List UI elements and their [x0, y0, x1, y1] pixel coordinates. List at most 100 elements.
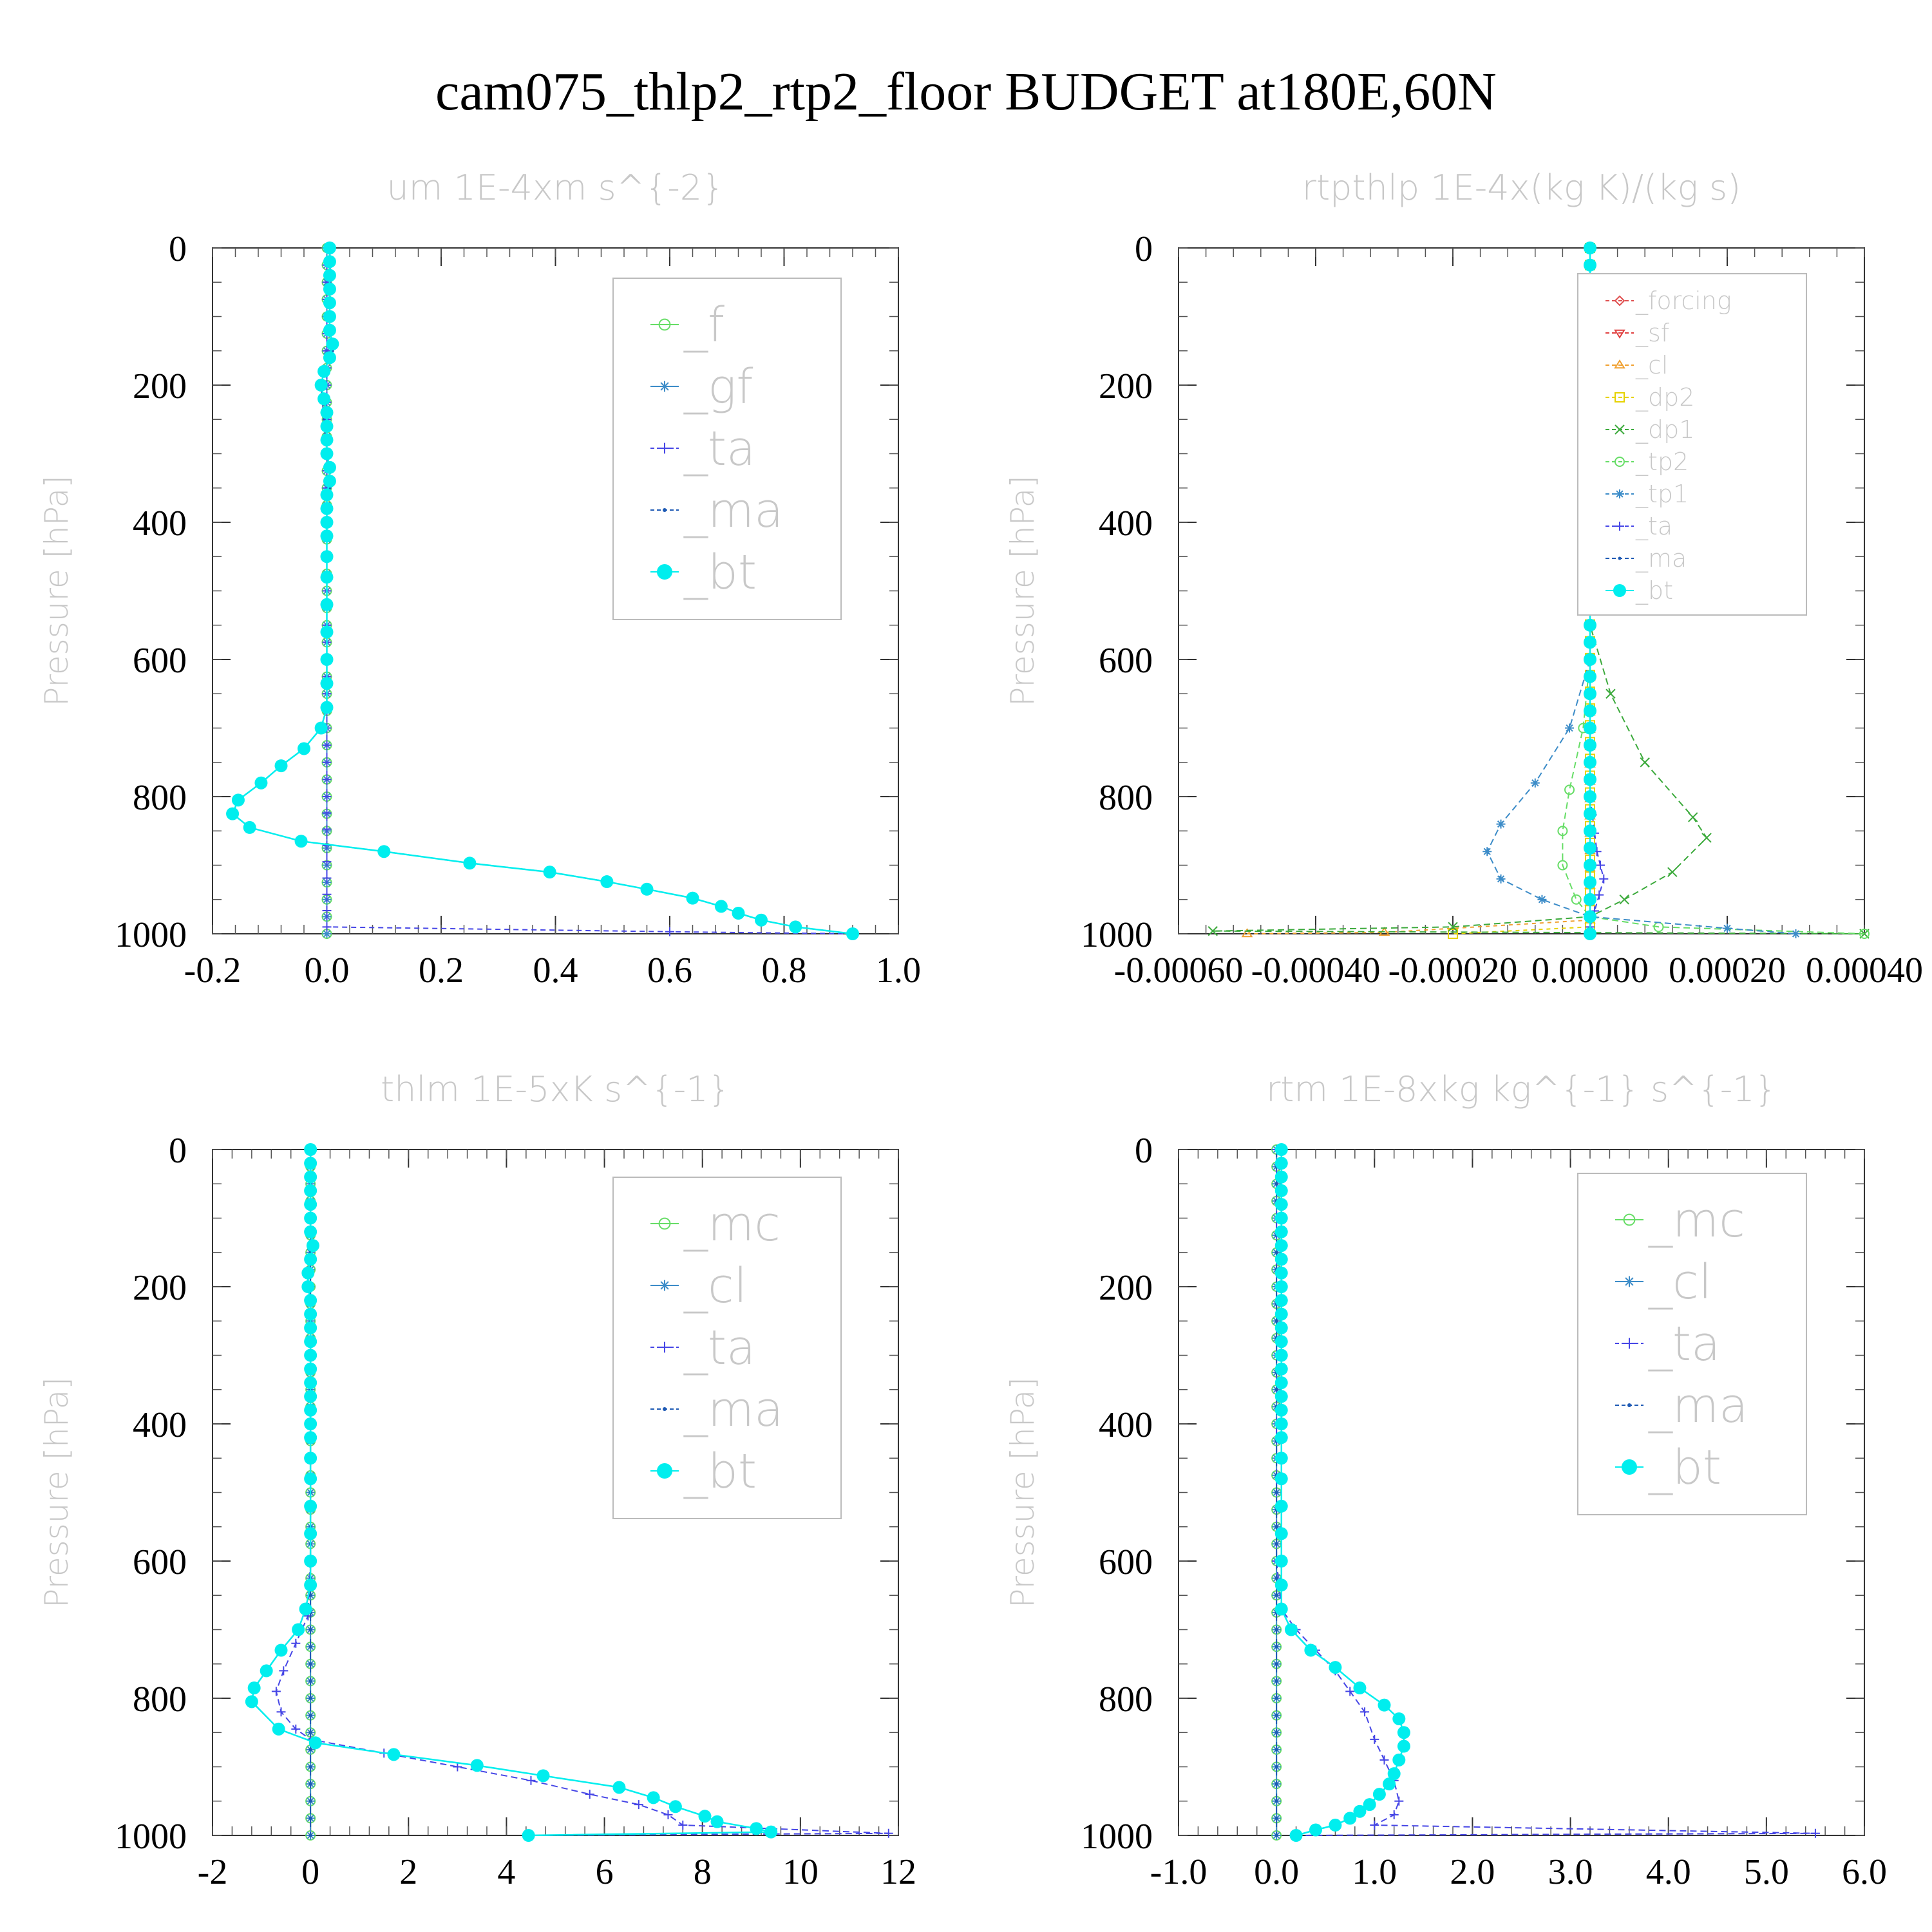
data-point	[710, 1815, 724, 1828]
data-point	[1619, 895, 1629, 905]
data-point	[320, 406, 334, 419]
data-point	[1584, 841, 1596, 855]
data-point	[732, 907, 745, 920]
data-point	[304, 1294, 317, 1307]
data-point	[698, 1810, 712, 1823]
legend-label: _ma	[683, 483, 783, 538]
data-point	[279, 1666, 289, 1676]
data-point	[663, 1810, 673, 1820]
data-point	[1667, 867, 1678, 877]
data-point	[294, 835, 308, 848]
data-point	[308, 1748, 312, 1752]
data-point	[1345, 1687, 1355, 1696]
panel-1: um 1E-4xm s^{-2} Pressure [hPa] -0.2 0.0 0.2…	[38, 167, 921, 990]
data-point	[320, 701, 334, 714]
data-point	[323, 282, 336, 296]
data-point	[453, 1762, 462, 1772]
data-point	[1274, 1645, 1278, 1649]
data-point	[1584, 721, 1596, 735]
data-point	[1274, 1157, 1288, 1170]
y-tick-label: 200	[1099, 366, 1153, 406]
data-point	[304, 1472, 317, 1486]
y-tick-label: 0	[169, 1131, 187, 1171]
y-tick-label: 600	[133, 641, 187, 681]
data-point	[1274, 1266, 1288, 1280]
y-tick-label: 400	[1099, 504, 1153, 544]
data-point	[1392, 1753, 1406, 1766]
data-point	[1274, 1211, 1288, 1225]
data-point	[317, 392, 331, 406]
legend-marker	[657, 564, 672, 580]
data-point	[1274, 1280, 1288, 1293]
data-point	[320, 447, 334, 460]
data-point	[323, 351, 336, 365]
data-point	[536, 1769, 550, 1783]
data-point	[1274, 1833, 1278, 1837]
data-point	[1394, 1796, 1404, 1806]
data-point	[304, 1225, 317, 1238]
data-point	[308, 1679, 312, 1683]
data-point	[320, 598, 334, 611]
legend-label: _cl	[1635, 351, 1668, 380]
data-point	[304, 1452, 317, 1465]
data-point	[1274, 1390, 1288, 1403]
data-point	[1274, 1765, 1278, 1768]
data-point	[1274, 1417, 1288, 1430]
data-point	[1584, 739, 1596, 752]
data-point	[1353, 1804, 1367, 1818]
data-point	[314, 721, 328, 735]
y-tick-label: 200	[133, 1268, 187, 1308]
data-point	[1274, 1602, 1288, 1616]
data-point	[1241, 928, 1253, 938]
data-point	[304, 1555, 317, 1567]
y-tick-label: 1000	[115, 915, 187, 955]
x-tick-label: 0.00020	[1669, 951, 1786, 990]
data-point	[665, 927, 674, 936]
data-point	[585, 1790, 594, 1799]
data-point	[1605, 688, 1616, 699]
data-point	[320, 653, 334, 666]
data-point	[755, 913, 768, 927]
series-bt	[245, 1143, 778, 1842]
data-point	[686, 891, 699, 905]
data-point	[304, 1253, 317, 1266]
data-point	[1274, 1628, 1278, 1631]
data-point	[1565, 723, 1575, 733]
data-point	[1389, 1810, 1399, 1820]
legend: _f _gf _ta _ma _bt	[612, 278, 842, 620]
data-point	[304, 1390, 317, 1403]
legend-label: _tp2	[1635, 448, 1689, 477]
data-point	[647, 1791, 660, 1804]
data-point	[470, 1759, 484, 1772]
data-point	[320, 433, 334, 447]
y-tick-label: 0	[169, 229, 187, 269]
data-point	[245, 1695, 258, 1709]
data-point	[1274, 1816, 1278, 1820]
legend-label: _cl	[1648, 1255, 1712, 1310]
x-tick-label: -2	[198, 1852, 228, 1892]
data-point	[291, 1724, 301, 1734]
data-point	[846, 927, 859, 940]
data-point	[322, 857, 332, 867]
data-point	[304, 1362, 317, 1376]
legend-label: _gf	[683, 359, 753, 415]
legend-label: _dp1	[1635, 415, 1694, 444]
data-point	[1584, 773, 1596, 786]
data-point	[1274, 1321, 1288, 1334]
data-point	[323, 460, 336, 474]
data-point	[1723, 923, 1732, 933]
data-point	[322, 906, 332, 916]
data-point	[1274, 1577, 1278, 1580]
panel-4: rtm 1E-8xkg kg^{-1} s^{-1} Pressure [hPa]…	[1004, 1069, 1887, 1892]
data-point	[1482, 847, 1492, 857]
legend: _mc _cl _ta _ma _bt	[1577, 1173, 1807, 1515]
x-tick-label: 0.6	[647, 951, 692, 990]
data-point	[1274, 1376, 1288, 1390]
legend-marker	[1615, 392, 1625, 402]
legend-marker	[659, 1280, 670, 1291]
x-tick-label: 1.0	[1352, 1852, 1397, 1892]
data-point	[1571, 894, 1582, 905]
data-point	[304, 1335, 317, 1349]
legend-label: _cl	[683, 1258, 747, 1314]
